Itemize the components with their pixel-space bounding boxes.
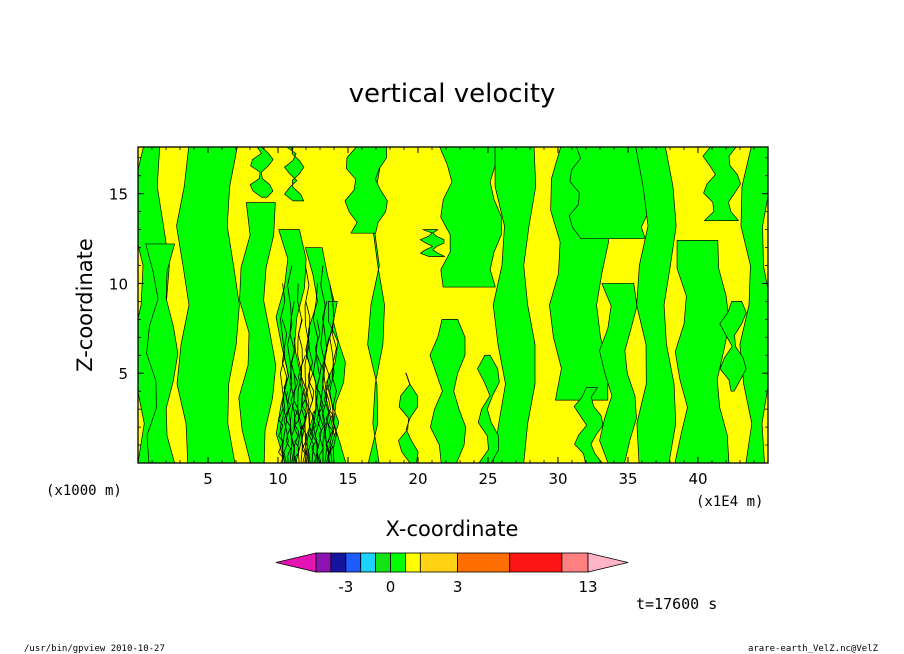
colorbar-cell xyxy=(375,552,391,573)
colorbar-cell xyxy=(345,552,362,573)
negative-velocity-region xyxy=(284,147,305,202)
chart-title: vertical velocity xyxy=(349,79,556,109)
x-unit-label: (x1E4 m) xyxy=(696,494,763,510)
x-tick-label: 40 xyxy=(688,470,707,488)
colorbar-cell xyxy=(561,552,589,573)
negative-velocity-region xyxy=(719,301,747,392)
colorbar-tick-label: -3 xyxy=(338,578,353,596)
negative-velocity-region xyxy=(398,372,419,463)
negative-regions xyxy=(138,147,768,463)
contour-line xyxy=(301,355,306,463)
colorbar xyxy=(275,552,629,573)
contour-line xyxy=(280,283,286,463)
negative-velocity-region xyxy=(573,387,604,463)
contour-line xyxy=(318,391,324,463)
contour-line xyxy=(298,319,303,463)
y-axis-label: Z-coordinate xyxy=(73,238,97,372)
colorbar-tick-label: 0 xyxy=(386,578,396,596)
negative-velocity-region xyxy=(249,147,274,198)
y-tick-label: 15 xyxy=(109,186,128,204)
colorbar-cell xyxy=(457,552,511,573)
negative-velocity-region xyxy=(238,202,277,463)
contour-line xyxy=(327,408,334,463)
colorbar-tick-labels: -3 0 3 13 xyxy=(338,578,597,596)
negative-velocity-region xyxy=(599,283,638,463)
contour-line xyxy=(278,408,284,463)
contour-line xyxy=(325,373,331,463)
contour-field xyxy=(138,147,768,463)
contour-line xyxy=(304,265,310,463)
negative-velocity-region xyxy=(702,147,741,221)
colorbar-cell xyxy=(315,552,332,573)
y-unit-label: (x1000 m) xyxy=(46,483,122,499)
negative-velocity-region xyxy=(492,147,537,463)
negative-velocity-region xyxy=(419,229,446,257)
negative-velocity-region xyxy=(739,147,768,463)
contour-line xyxy=(316,355,322,463)
x-tick-label: 5 xyxy=(203,470,213,488)
contour-line xyxy=(309,373,315,463)
negative-velocity-region xyxy=(344,147,388,234)
footer-left: /usr/bin/gpview 2010-10-27 xyxy=(24,644,165,654)
contour-line xyxy=(329,283,335,463)
contour-line xyxy=(315,319,321,463)
colorbar-tick-label: 3 xyxy=(453,578,463,596)
negative-velocity-region xyxy=(429,319,467,463)
time-label: t=17600 s xyxy=(636,595,717,613)
contour-line xyxy=(290,337,296,463)
x-tick-label: 20 xyxy=(408,470,427,488)
contour-line xyxy=(311,408,317,463)
colorbar-cell xyxy=(419,552,458,573)
negative-velocity-region xyxy=(145,243,179,463)
negative-velocity-region xyxy=(366,147,385,463)
x-tick-label: 30 xyxy=(548,470,567,488)
contour-line xyxy=(287,265,293,463)
y-tick-label: 5 xyxy=(118,365,128,383)
colorbar-max-arrow xyxy=(587,552,629,573)
negative-velocity-region xyxy=(176,147,240,463)
colorbar-cell xyxy=(405,552,421,573)
colorbar-tick-label: 13 xyxy=(578,578,597,596)
contour-line xyxy=(322,301,328,463)
contour-line xyxy=(331,319,337,463)
x-axis-label: X-coordinate xyxy=(386,517,519,541)
x-tick-label: 35 xyxy=(618,470,637,488)
y-ticks: 5 10 15 xyxy=(109,157,768,446)
negative-velocity-region xyxy=(635,147,677,463)
colorbar-min-arrow xyxy=(275,552,317,573)
strong-updraft-lines xyxy=(278,265,337,463)
colorbar-cell xyxy=(390,552,406,573)
x-ticks: 5 10 15 20 25 30 35 40 xyxy=(151,147,755,488)
colorbar-cell xyxy=(509,552,563,573)
negative-velocity-region xyxy=(477,354,500,463)
contour-line xyxy=(281,319,288,463)
contour-line xyxy=(301,391,307,463)
contour-line xyxy=(293,373,299,463)
x-tick-label: 25 xyxy=(478,470,497,488)
colorbar-cell xyxy=(330,552,347,573)
colorbar-cell xyxy=(360,552,377,573)
negative-velocity-region xyxy=(674,240,730,463)
x-tick-label: 15 xyxy=(338,470,357,488)
negative-velocity-region xyxy=(439,147,503,288)
footer-right: arare-earth_VelZ.nc@VelZ xyxy=(748,644,879,654)
x-tick-label: 10 xyxy=(268,470,287,488)
y-tick-label: 10 xyxy=(109,275,128,293)
plot-frame xyxy=(137,146,769,464)
contour-line xyxy=(312,283,319,463)
contour-line xyxy=(324,337,330,463)
